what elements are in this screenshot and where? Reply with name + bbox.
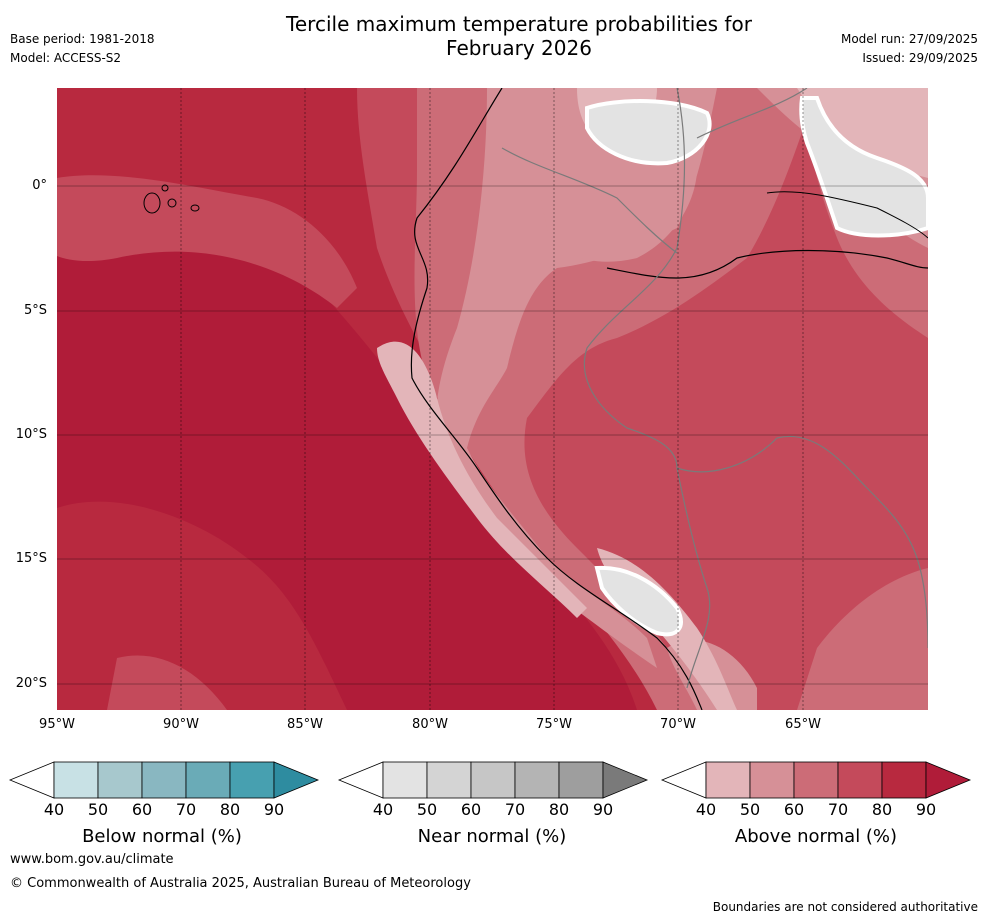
tick: 80: [548, 800, 570, 819]
river-north: [766, 191, 928, 239]
lat-label-0: 0°: [32, 178, 47, 193]
tick: 80: [871, 800, 893, 819]
tick: 90: [592, 800, 614, 819]
colorbar-segment: [514, 761, 560, 799]
zone-above-70-west: [57, 175, 357, 308]
zone-above-60-se: [797, 568, 928, 710]
zone-above-40-east: [797, 88, 928, 178]
map-title: Tercile maximum temperature probabilitie…: [0, 12, 988, 60]
base-period-text: Base period: 1981-2018: [10, 32, 155, 46]
lon-label-65w: 65°W: [785, 717, 821, 732]
lat-label-5s: 5°S: [23, 303, 47, 318]
colorbar-segment: [470, 761, 516, 799]
tick: 40: [372, 800, 394, 819]
zone-near-50-east: [799, 96, 928, 238]
model-text: Model: ACCESS-S2: [10, 51, 122, 65]
galapagos-islands: [143, 184, 200, 214]
title-line-2: February 2026: [446, 36, 592, 60]
zone-above-70-sw: [107, 655, 227, 710]
probability-map: [57, 88, 928, 710]
lon-label-85w: 85°W: [287, 717, 323, 732]
colorbar-above: [660, 761, 972, 799]
colorbar-segment: [273, 761, 320, 799]
colorbar-segment: [97, 761, 143, 799]
colorbar-segment: [749, 761, 795, 799]
colorbar-below: [8, 761, 320, 799]
tick: 60: [131, 800, 153, 819]
tick: 90: [915, 800, 937, 819]
issued-text: Issued: 29/09/2025: [862, 51, 978, 65]
colorbar-segment: [705, 761, 751, 799]
tick: 40: [43, 800, 65, 819]
tick: 40: [695, 800, 717, 819]
tick: 90: [263, 800, 285, 819]
coastline: [410, 88, 703, 710]
zone-near-50-north: [585, 99, 712, 166]
tick: 50: [416, 800, 438, 819]
colorbar-segment: [426, 761, 472, 799]
lat-label-15s: 15°S: [15, 551, 47, 566]
colorbar-segment: [558, 761, 604, 799]
colorbar-segment: [185, 761, 231, 799]
tick: 70: [504, 800, 526, 819]
colorbar-segment: [793, 761, 839, 799]
colorbar-segment: [382, 761, 428, 799]
colorbar-above-label: Above normal (%): [734, 826, 898, 847]
colorbar-segment: [141, 761, 187, 799]
model-run-text: Model run: 27/09/2025: [840, 32, 978, 46]
tick: 70: [827, 800, 849, 819]
colorbar-segment: [53, 761, 99, 799]
title-line-1: Tercile maximum temperature probabilitie…: [286, 12, 752, 36]
colorbar-segment: [229, 761, 275, 799]
lat-label-20s: 20°S: [15, 676, 47, 691]
lon-label-80w: 80°W: [412, 717, 448, 732]
colorbar-near-label: Near normal (%): [417, 826, 567, 847]
zone-above-40: [377, 341, 587, 618]
website-link[interactable]: www.bom.gov.au/climate: [10, 852, 174, 867]
copyright-text: © Commonwealth of Australia 2025, Austra…: [10, 876, 471, 891]
lon-label-90w: 90°W: [163, 717, 199, 732]
colorbar-segment: [925, 761, 972, 799]
country-borders: [501, 88, 928, 689]
tick: 60: [783, 800, 805, 819]
latitude-lines: [57, 185, 928, 685]
colorbar-segment: [881, 761, 927, 799]
disclaimer-text: Boundaries are not considered authoritat…: [712, 900, 978, 914]
tick: 80: [219, 800, 241, 819]
colorbar-segment: [837, 761, 883, 799]
lat-label-10s: 10°S: [15, 427, 47, 442]
tick: 70: [175, 800, 197, 819]
colorbar-below-label: Below normal (%): [82, 826, 242, 847]
tick: 50: [739, 800, 761, 819]
lon-label-95w: 95°W: [39, 717, 75, 732]
colorbars: [8, 761, 972, 799]
colorbar-segment: [602, 761, 649, 799]
tick: 50: [87, 800, 109, 819]
lon-label-75w: 75°W: [536, 717, 572, 732]
lon-label-70w: 70°W: [660, 717, 696, 732]
tick: 60: [460, 800, 482, 819]
colorbar-near: [337, 761, 649, 799]
amazon-river: [606, 249, 928, 279]
